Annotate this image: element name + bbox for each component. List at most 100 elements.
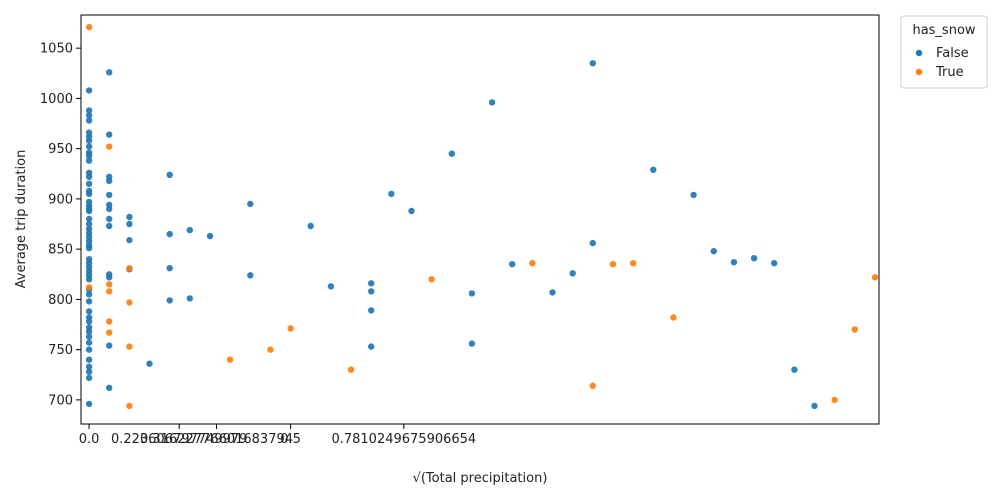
data-point — [247, 272, 254, 279]
y-tick-label: 900 — [48, 192, 73, 207]
data-point — [589, 60, 596, 67]
data-point — [811, 402, 818, 410]
legend-marker — [915, 49, 923, 57]
data-point — [85, 220, 93, 228]
data-point — [851, 326, 858, 333]
data-point — [589, 239, 596, 247]
data-point — [146, 360, 153, 367]
data-point — [85, 333, 93, 340]
legend-entries: False True — [915, 46, 969, 80]
data-point — [85, 328, 93, 335]
series-false — [85, 60, 818, 410]
data-point — [85, 284, 93, 291]
data-point — [609, 261, 617, 268]
data-point — [106, 143, 113, 150]
data-point — [106, 274, 113, 281]
data-point — [630, 260, 637, 267]
data-point — [85, 400, 93, 408]
y-tick-label: 850 — [48, 243, 73, 258]
data-point — [106, 69, 113, 76]
data-point — [85, 143, 93, 150]
data-point — [871, 274, 879, 281]
data-point — [166, 230, 173, 238]
data-point — [106, 288, 113, 295]
y-axis: 700 750 800 850 900 950 1000 1050 — [40, 42, 81, 408]
data-point — [106, 177, 113, 184]
x-tick-label: 0.5 — [280, 432, 301, 447]
data-point — [509, 261, 516, 268]
data-point — [448, 150, 455, 157]
data-point — [710, 248, 717, 255]
data-point — [771, 260, 778, 267]
data-point — [186, 295, 193, 302]
legend-title: has_snow — [912, 23, 975, 38]
data-point — [166, 265, 173, 272]
data-point — [750, 255, 758, 262]
data-point — [106, 384, 113, 391]
y-tick-label: 700 — [48, 393, 73, 408]
y-tick-label: 800 — [48, 293, 73, 308]
points-layer — [85, 23, 879, 410]
data-point — [468, 290, 476, 297]
data-point — [106, 318, 113, 325]
legend-label: True — [935, 65, 964, 80]
data-point — [85, 356, 93, 363]
data-point — [307, 222, 314, 230]
data-point — [85, 363, 93, 370]
y-tick-label: 750 — [48, 343, 73, 358]
data-point — [791, 366, 798, 373]
data-point — [569, 270, 576, 277]
data-point — [85, 244, 93, 252]
data-point — [226, 356, 234, 363]
data-point — [408, 207, 415, 215]
data-point — [126, 213, 133, 221]
data-point — [106, 281, 113, 288]
legend-marker — [915, 68, 923, 76]
data-point — [368, 307, 375, 314]
data-point — [186, 226, 193, 234]
data-point — [106, 191, 113, 199]
x-axis: 0.0 0.2236067977499790.316227766016837940… — [79, 424, 476, 447]
plot-frame — [80, 14, 880, 425]
data-point — [106, 222, 113, 230]
data-point — [126, 299, 133, 306]
data-point — [368, 288, 375, 295]
data-point — [85, 137, 93, 144]
x-tick-label: 0.0 — [79, 432, 100, 447]
data-point — [267, 346, 274, 353]
data-point — [85, 173, 93, 180]
data-point — [85, 112, 93, 119]
y-tick-label: 1000 — [40, 92, 73, 107]
data-point — [126, 343, 133, 350]
data-point — [106, 215, 113, 223]
data-point — [831, 396, 838, 404]
data-point — [428, 276, 435, 283]
data-point — [85, 107, 93, 114]
data-point — [468, 340, 476, 347]
data-point — [166, 171, 173, 178]
legend: has_snow False True — [900, 15, 988, 89]
y-tick-label: 1050 — [40, 42, 73, 57]
data-point — [287, 325, 294, 332]
legend-frame — [900, 15, 988, 89]
data-point — [85, 207, 93, 215]
data-point — [85, 339, 93, 346]
data-point — [85, 276, 93, 283]
data-point — [206, 232, 214, 240]
x-tick-label: 0.223606797749979 — [111, 432, 247, 447]
x-axis-title: √(Total precipitation) — [413, 471, 548, 486]
data-point — [126, 402, 133, 410]
data-point — [388, 190, 395, 198]
data-point — [85, 308, 93, 315]
data-point — [126, 220, 133, 228]
legend-label: False — [936, 46, 969, 61]
plot-background — [81, 15, 879, 424]
data-point — [368, 343, 375, 350]
data-point — [85, 368, 93, 375]
data-point — [529, 260, 536, 267]
data-point — [85, 346, 93, 353]
data-point — [106, 329, 113, 336]
data-point — [85, 318, 93, 325]
data-point — [347, 366, 355, 373]
